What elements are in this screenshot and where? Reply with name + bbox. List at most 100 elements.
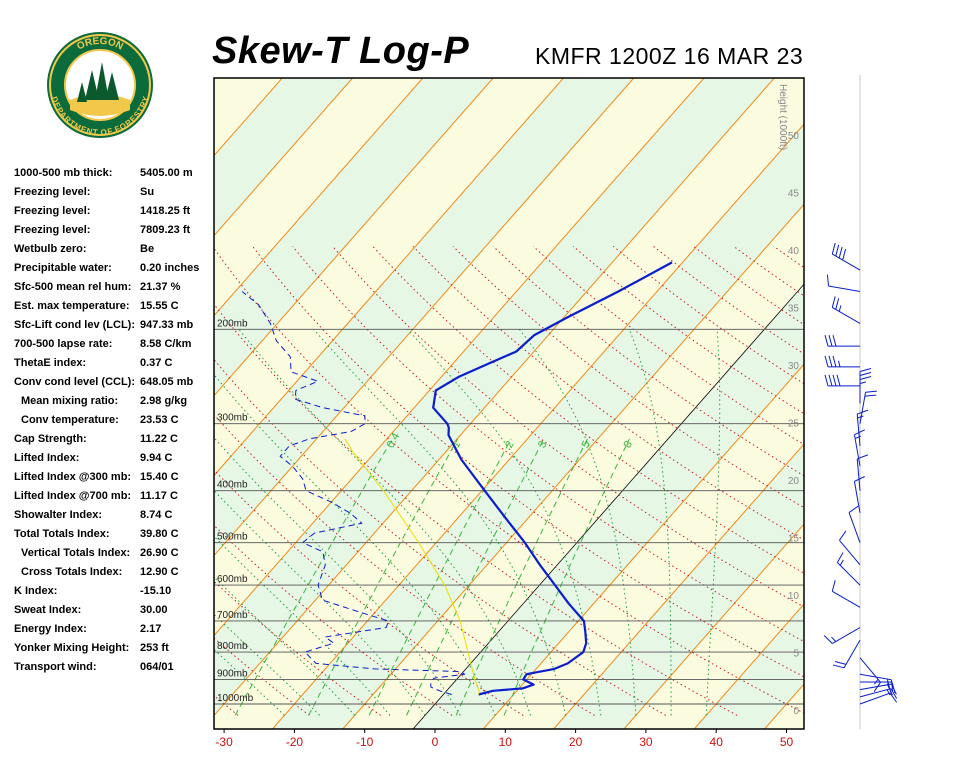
dry-adiabat	[332, 245, 804, 608]
height-tick-label: 15	[788, 534, 800, 545]
index-label: Cap Strength:	[14, 433, 87, 445]
logo-top-text: OREGON	[75, 36, 124, 53]
isotherm-line	[214, 78, 494, 397]
index-row: Freezing level: 7809.23 ft	[14, 224, 214, 243]
index-row: Vertical Totals Index: 26.90 C	[14, 547, 214, 566]
index-row: K Index: -15.10	[14, 585, 214, 604]
index-row: Sweat Index: 30.00	[14, 604, 214, 623]
x-tick-label: 40	[710, 735, 724, 749]
index-row: Energy Index: 2.17	[14, 623, 214, 642]
index-value: 15.40 C	[140, 471, 179, 483]
wind-barb	[853, 429, 865, 467]
index-value: 39.80 C	[140, 528, 179, 540]
index-value: 8.58 C/km	[140, 338, 192, 350]
wind-barb	[824, 355, 860, 368]
dewpoint-profile	[241, 291, 466, 695]
index-label: 1000-500 mb thick:	[14, 167, 113, 179]
dry-adiabat	[0, 246, 167, 715]
index-label: Yonker Mixing Height:	[14, 642, 130, 654]
index-label: Sfc-Lift cond lev (LCL):	[14, 319, 135, 331]
index-row: Lifted Index: 9.94 C	[14, 452, 214, 471]
parcel-trace	[344, 438, 480, 695]
index-value: 15.55 C	[140, 300, 179, 312]
index-label: Showalter Index:	[14, 509, 103, 521]
index-row: Cross Totals Index: 12.90 C	[14, 566, 214, 585]
x-tick-label: 50	[780, 735, 794, 749]
height-tick-label: 35	[788, 304, 800, 315]
height-tick-label: 25	[788, 419, 800, 430]
tree-icon	[85, 70, 99, 100]
index-row: 700-500 lapse rate: 8.58 C/km	[14, 338, 214, 357]
height-tick-label: 5	[793, 649, 799, 660]
index-value: 11.17 C	[140, 490, 178, 502]
height-tick-label: 0	[793, 706, 799, 717]
index-value: 12.90 C	[140, 566, 179, 578]
index-label: Conv temperature:	[21, 414, 119, 426]
height-axis: Height (1000ft) 0 5 10 15 20 25 30 35 40 45 50	[777, 84, 799, 717]
height-tick-label: 50	[788, 131, 800, 142]
index-label: Lifted Index @300 mb:	[14, 471, 132, 483]
wind-barb	[859, 688, 898, 699]
index-value: 23.53 C	[140, 414, 179, 426]
isotherm-line	[693, 603, 804, 729]
dry-adiabat	[252, 245, 804, 678]
index-row: Precipitable water: 0.20 inches	[14, 262, 214, 281]
isobar-label: 400mb	[217, 480, 248, 491]
index-row: Transport wind: 064/01	[14, 661, 214, 680]
index-label: Precipitable water:	[14, 262, 112, 274]
isotherm-line	[0, 78, 212, 729]
isotherm-line	[553, 443, 804, 729]
index-label: Lifted Index @700 mb:	[14, 490, 132, 502]
index-row: Sfc-Lift cond lev (LCL): 947.33 mb	[14, 319, 214, 338]
isotherm-line	[0, 78, 71, 729]
isobar-label: 1000mb	[217, 693, 254, 704]
index-value: 947.33 mb	[140, 319, 194, 331]
isobar-lines: 200mb 300mb 400mb 500mb 600mb 700mb 800mb 900mb…	[214, 318, 804, 705]
wind-barb	[831, 580, 861, 608]
index-row: Est. max temperature: 15.55 C	[14, 300, 214, 319]
mixing-ratio-line	[406, 438, 545, 716]
index-row: Freezing level: Su	[14, 186, 214, 205]
wind-barb-column	[823, 75, 898, 729]
index-value: 7809.23 ft	[140, 224, 191, 236]
moist-adiabat	[238, 329, 531, 716]
moist-adiabat	[628, 329, 672, 716]
x-tick-label: -20	[286, 735, 304, 749]
isotherm-line	[342, 203, 804, 729]
index-label: Freezing level:	[14, 205, 91, 217]
height-axis-label: Height (1000ft)	[777, 84, 788, 150]
mixing-ratio-label: 3	[536, 439, 549, 450]
temperature-profile	[432, 261, 673, 696]
plot-background	[214, 78, 804, 729]
index-row: Wetbulb zero: Be	[14, 243, 214, 262]
index-label: Sfc-500 mean rel hum:	[14, 281, 132, 293]
dry-adiabat	[452, 245, 804, 509]
index-row: Conv temperature: 23.53 C	[14, 414, 214, 433]
moist-adiabat	[519, 329, 637, 716]
index-value: 064/01	[140, 661, 174, 673]
isotherm-line	[272, 123, 804, 729]
index-value: 1418.25 ft	[140, 205, 191, 217]
wind-barb	[832, 639, 861, 669]
isotherm-line	[214, 78, 424, 317]
isotherm-line	[214, 78, 775, 717]
isotherm-lines	[0, 78, 804, 729]
mixing-ratio-label: 2	[503, 439, 516, 450]
x-tick-label: 0	[432, 735, 439, 749]
index-label: K Index:	[14, 585, 58, 597]
mixing-ratio-label: 8	[622, 439, 635, 450]
isotherm-line	[482, 363, 804, 729]
isobar-label: 200mb	[217, 318, 248, 329]
mixing-ratio-label: 5	[580, 439, 593, 450]
wind-barb	[859, 657, 881, 692]
svg-text:OREGON: OREGON	[75, 36, 124, 53]
index-row: ThetaE index: 0.37 C	[14, 357, 214, 376]
index-row: Yonker Mixing Height: 253 ft	[14, 642, 214, 661]
chart-title: Skew-T Log-P	[212, 30, 470, 72]
index-label: Vertical Totals Index:	[21, 547, 131, 559]
index-row: Freezing level: 1418.25 ft	[14, 205, 214, 224]
mixing-ratio-line	[503, 438, 630, 716]
isotherm-line	[214, 78, 705, 637]
x-tick-label: 10	[499, 735, 513, 749]
